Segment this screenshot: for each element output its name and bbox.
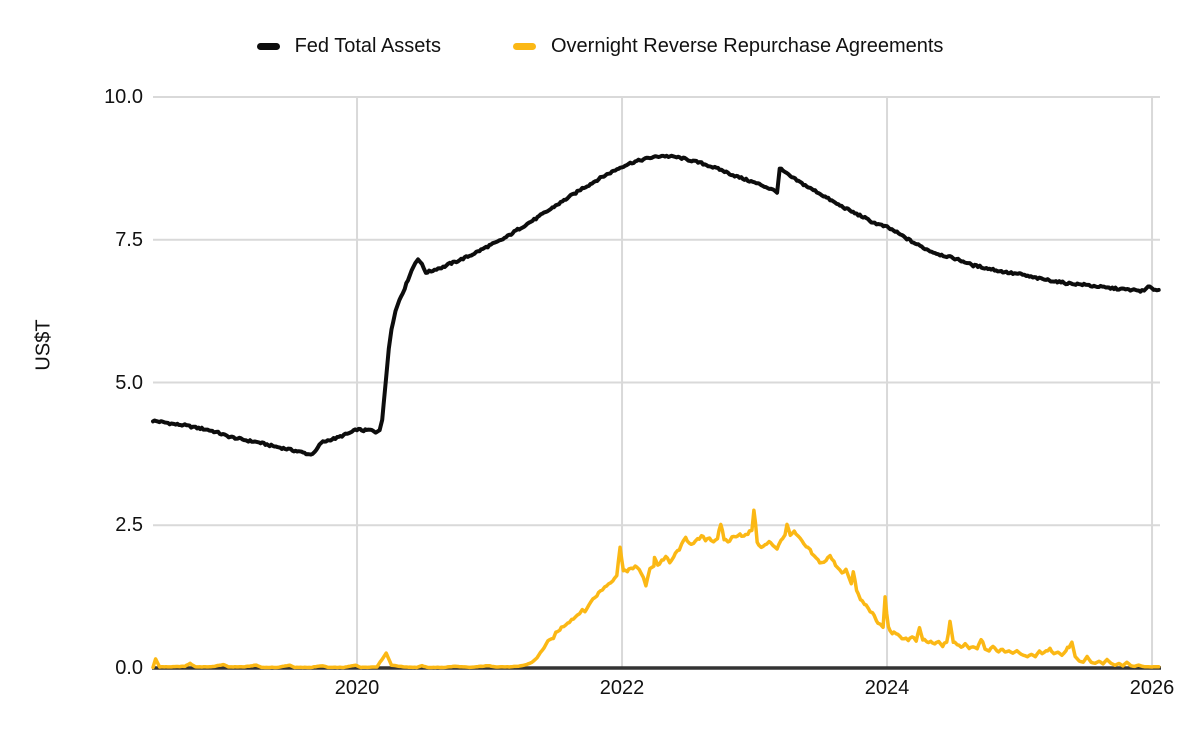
legend-item-overnight-rrp: Overnight Reverse Repurchase Agreements [512, 35, 944, 57]
legend: Fed Total Assets Overnight Reverse Repur… [0, 36, 1200, 56]
overnight-rrp-label: Overnight Reverse Repurchase Agreements [550, 35, 944, 57]
legend-item-fed-total-assets: Fed Total Assets [256, 35, 441, 57]
fed-total-assets-label: Fed Total Assets [294, 35, 441, 57]
y-axis-title: US$T [32, 319, 55, 371]
overnight-rrp-line [151, 508, 1161, 670]
fed-total-assets-swatch-icon [256, 42, 280, 50]
fed-total-assets-line [151, 153, 1161, 457]
overnight-rrp-swatch-icon [512, 42, 536, 50]
